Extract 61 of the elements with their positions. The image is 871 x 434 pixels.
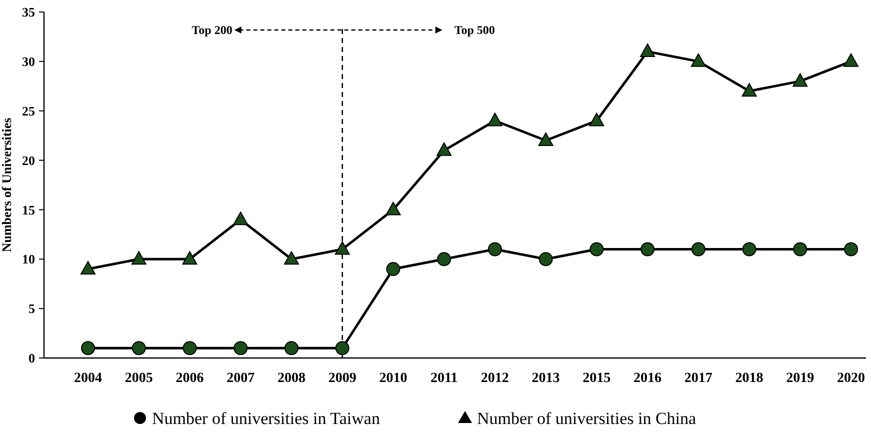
y-tick-label: 0 (28, 350, 35, 366)
point (844, 242, 858, 256)
point (233, 212, 248, 226)
x-tick-label: 2008 (277, 371, 306, 386)
x-tick-label: 2013 (532, 371, 560, 386)
point (640, 44, 656, 58)
point (792, 73, 808, 87)
point (793, 242, 808, 256)
y-tick-label: 15 (22, 202, 36, 218)
x-tick-label: 2011 (430, 371, 458, 386)
y-tick-label: 25 (22, 103, 36, 118)
x-tick-label: 2005 (124, 371, 153, 386)
x-tick-label: 2004 (74, 371, 102, 386)
point (182, 341, 197, 356)
x-tick-label: 2012 (480, 371, 509, 386)
x-tick-label: 2016 (634, 371, 662, 386)
point (234, 341, 248, 356)
legend-label: Number of universities in China (477, 408, 697, 428)
point (487, 112, 502, 126)
x-tick-label: 2017 (684, 371, 712, 386)
annotation: Top 200 (192, 23, 232, 37)
point (182, 251, 198, 265)
point (386, 202, 401, 216)
annotation: Top 500 (454, 23, 495, 37)
x-tick-label: 2019 (786, 371, 814, 386)
y-tick-label: 5 (28, 301, 36, 316)
point (436, 142, 452, 156)
point (742, 83, 757, 97)
point (284, 341, 298, 356)
point (690, 53, 706, 67)
x-tick-label: 2018 (735, 371, 764, 386)
point (488, 242, 502, 256)
point (334, 241, 350, 255)
point (538, 132, 554, 146)
x-tick-label: 2006 (176, 371, 204, 386)
point (589, 112, 604, 126)
x-tick-label: 2009 (328, 371, 356, 386)
point (386, 262, 400, 276)
point (640, 242, 655, 256)
point (81, 341, 95, 356)
x-tick-label: 2020 (837, 371, 865, 386)
point (132, 341, 146, 356)
legend-label: Number of universities in Taiwan (152, 408, 380, 428)
point (691, 242, 706, 256)
y-tick-label: 10 (22, 252, 35, 267)
point (284, 251, 299, 265)
y-tick-label: 30 (22, 54, 35, 69)
y-tick-label: 35 (22, 4, 36, 20)
point (742, 242, 756, 256)
point (131, 251, 146, 265)
point (538, 252, 553, 266)
x-tick-label: 2007 (226, 371, 255, 386)
y-axis-title: Numbers of Universities (0, 118, 14, 252)
point (80, 261, 96, 275)
x-tick-label: 2015 (582, 371, 611, 386)
point (335, 341, 350, 356)
point (844, 53, 858, 67)
point (437, 252, 452, 266)
y-tick-label: 20 (22, 152, 35, 168)
x-tick-label: 2010 (379, 371, 408, 386)
point (590, 242, 604, 256)
